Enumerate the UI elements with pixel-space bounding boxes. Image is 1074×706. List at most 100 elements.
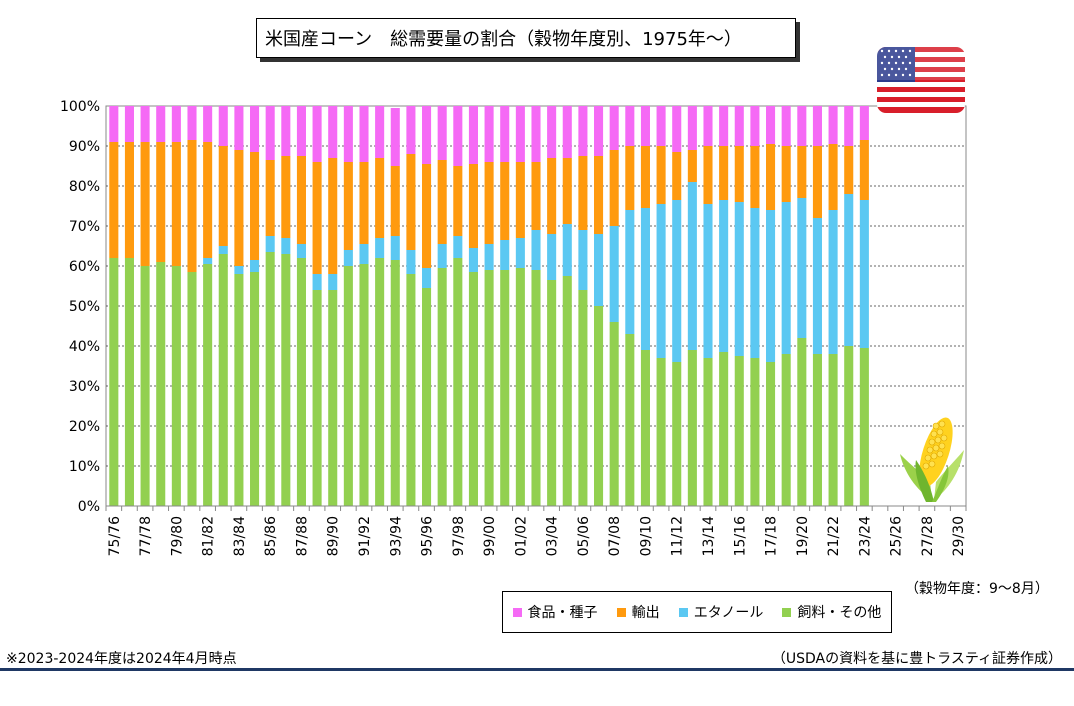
bar-segment-exports	[547, 158, 557, 234]
bar-segment-ethanol	[828, 210, 838, 354]
bar-segment-feed-other	[390, 260, 400, 506]
x-tick-label: 95/96	[420, 516, 436, 556]
bar-segment-ethanol	[390, 236, 400, 260]
bar-segment-food-seed	[171, 106, 181, 142]
bar-segment-feed-other	[234, 274, 244, 506]
bar-segment-ethanol	[781, 202, 791, 354]
bar-segment-exports	[203, 142, 213, 258]
bar-segment-exports	[672, 152, 682, 200]
x-tick-label: 79/80	[169, 516, 185, 556]
bar-segment-exports	[687, 150, 697, 182]
x-tick-label: 77/78	[138, 516, 154, 556]
bar-segment-exports	[515, 162, 525, 238]
bar-segment-food-seed	[296, 106, 306, 156]
x-tick-label: 99/00	[482, 516, 498, 556]
bar-segment-feed-other	[437, 268, 447, 506]
bar-segment-ethanol	[437, 244, 447, 268]
bar-segment-food-seed	[734, 106, 744, 146]
bar-segment-exports	[140, 142, 150, 266]
bar-segment-feed-other	[375, 258, 385, 506]
x-tick-label: 91/92	[357, 516, 373, 556]
x-tick-label: 87/88	[294, 516, 310, 556]
corn-icon	[896, 410, 968, 510]
legend: 食品・種子 輸出 エタノール 飼料・その他	[502, 591, 892, 633]
legend-label-food-seed: 食品・種子	[527, 605, 598, 621]
bar-segment-ethanol	[812, 218, 822, 354]
bar-segment-exports	[719, 146, 729, 200]
bar-segment-food-seed	[265, 106, 275, 160]
bar-segment-ethanol	[844, 194, 854, 346]
bar-segment-exports	[578, 156, 588, 230]
bar-segment-ethanol	[750, 208, 760, 358]
legend-swatch-ethanol	[678, 607, 688, 617]
bar-segment-food-seed	[250, 106, 260, 152]
x-tick-label: 85/86	[263, 516, 279, 556]
bar-segment-food-seed	[422, 106, 432, 164]
bar-segment-feed-other	[625, 334, 635, 506]
bar-segment-exports	[265, 160, 275, 236]
legend-label-exports: 輸出	[631, 605, 660, 621]
bar-segment-exports	[500, 162, 510, 240]
bar-segment-feed-other	[766, 362, 776, 506]
legend-swatch-food-seed	[512, 607, 522, 617]
bar-segment-food-seed	[109, 106, 119, 142]
bar-segment-feed-other	[406, 274, 416, 506]
bar-segment-food-seed	[390, 108, 400, 166]
bar-segment-ethanol	[625, 210, 635, 334]
bar-segment-exports	[124, 142, 134, 258]
bar-segment-ethanol	[734, 202, 744, 356]
bar-segment-ethanol	[594, 234, 604, 306]
bar-segment-ethanol	[609, 226, 619, 322]
bar-segment-food-seed	[515, 106, 525, 162]
bar-segment-exports	[343, 162, 353, 250]
x-tick-label: 25/26	[889, 516, 905, 556]
bar-segment-exports	[218, 146, 228, 246]
bar-segment-feed-other	[171, 266, 181, 506]
bar-segment-feed-other	[812, 354, 822, 506]
bar-segment-ethanol	[562, 224, 572, 276]
bottom-divider	[0, 668, 1074, 671]
x-tick-label: 27/28	[920, 516, 936, 556]
bar-segment-ethanol	[218, 246, 228, 254]
bar-segment-ethanol	[468, 248, 478, 272]
bar-segment-ethanol	[406, 250, 416, 274]
legend-item-food-seed: 食品・種子	[512, 602, 598, 622]
bar-segment-feed-other	[547, 280, 557, 506]
bar-segment-exports	[625, 146, 635, 210]
y-tick-label: 20%	[69, 419, 100, 435]
bar-segment-feed-other	[453, 258, 463, 506]
bar-segment-exports	[406, 154, 416, 250]
bar-segment-food-seed	[687, 106, 697, 150]
y-tick-label: 60%	[69, 259, 100, 275]
bar-segment-food-seed	[547, 106, 557, 158]
bar-segment-feed-other	[484, 270, 494, 506]
y-tick-label: 90%	[69, 139, 100, 155]
bar-segment-exports	[328, 158, 338, 274]
bar-segment-food-seed	[797, 106, 807, 146]
bar-segment-exports	[250, 152, 260, 260]
bar-segment-exports	[609, 150, 619, 226]
bar-segment-exports	[594, 156, 604, 234]
bar-segment-ethanol	[672, 200, 682, 362]
bar-segment-food-seed	[218, 106, 228, 146]
legend-swatch-feed-other	[782, 607, 792, 617]
bar-segment-feed-other	[265, 252, 275, 506]
bar-segment-feed-other	[422, 288, 432, 506]
legend-label-ethanol: エタノール	[693, 605, 764, 621]
x-tick-label: 75/76	[107, 516, 123, 556]
bar-segment-food-seed	[859, 106, 869, 140]
bar-segment-food-seed	[203, 106, 213, 142]
x-tick-label: 07/08	[607, 516, 623, 556]
x-tick-label: 97/98	[451, 516, 467, 556]
bar-segment-exports	[281, 156, 291, 238]
bar-segment-food-seed	[124, 106, 134, 142]
bar-segment-food-seed	[500, 106, 510, 162]
bar-segment-food-seed	[781, 106, 791, 146]
bar-segment-ethanol	[766, 210, 776, 362]
bar-segment-exports	[390, 166, 400, 236]
bar-segment-feed-other	[656, 358, 666, 506]
bar-segment-ethanol	[328, 274, 338, 290]
bar-segment-food-seed	[640, 106, 650, 146]
us-flag-icon	[877, 47, 965, 117]
